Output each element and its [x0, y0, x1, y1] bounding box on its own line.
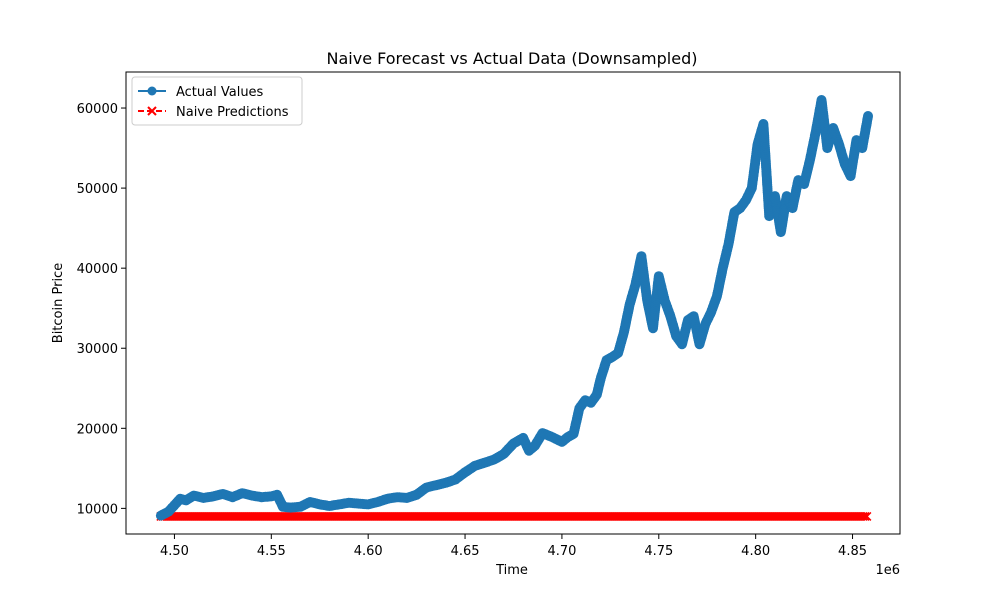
- x-tick-label: 4.55: [257, 544, 286, 559]
- legend-box: [131, 76, 303, 126]
- y-tick-label: 20000: [77, 422, 118, 437]
- x-tick-label: 4.60: [354, 544, 383, 559]
- legend: Actual Values Naive Predictions: [131, 76, 303, 126]
- actual-values-markers: [155, 95, 874, 521]
- x-tick-label: 4.80: [741, 544, 770, 559]
- y-tick-label: 60000: [77, 102, 118, 117]
- x-axis-label: Time: [495, 563, 528, 578]
- chart-title: Naive Forecast vs Actual Data (Downsampl…: [327, 49, 698, 68]
- x-tick-label: 4.70: [547, 544, 576, 559]
- legend-actual-marker: [147, 86, 157, 96]
- y-axis-label: Bitcoin Price: [51, 263, 66, 343]
- legend-naive-label: Naive Predictions: [176, 105, 289, 120]
- axes-frame: [125, 71, 901, 535]
- plot-area: [155, 95, 874, 521]
- x-tick-label: 4.75: [644, 544, 673, 559]
- y-axis: 10000 20000 30000 40000 50000 60000: [77, 102, 126, 517]
- naive-predictions-markers: [156, 511, 872, 521]
- x-tick-label: 4.85: [838, 544, 867, 559]
- y-tick-label: 50000: [77, 182, 118, 197]
- x-tick-label: 4.50: [160, 544, 189, 559]
- legend-actual-label: Actual Values: [176, 85, 264, 100]
- x-offset-label: 1e6: [875, 563, 900, 578]
- y-tick-label: 10000: [77, 502, 118, 517]
- y-tick-label: 40000: [77, 262, 118, 277]
- y-tick-label: 30000: [77, 342, 118, 357]
- x-axis: 4.50 4.55 4.60 4.65 4.70 4.75 4.80 4.85: [160, 534, 867, 559]
- legend-naive-marker: [147, 106, 157, 116]
- x-tick-label: 4.65: [451, 544, 480, 559]
